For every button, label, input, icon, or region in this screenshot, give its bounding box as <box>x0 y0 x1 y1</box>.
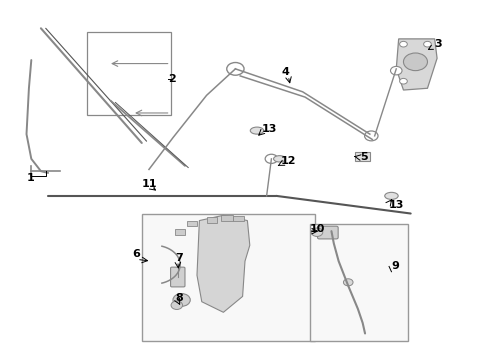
Text: 11: 11 <box>142 179 157 189</box>
Text: 13: 13 <box>389 200 404 210</box>
Text: 3: 3 <box>428 39 442 49</box>
Bar <box>87 32 171 115</box>
Bar <box>233 216 244 221</box>
Text: 1: 1 <box>26 173 34 183</box>
Text: 8: 8 <box>175 293 183 303</box>
Bar <box>355 152 370 161</box>
Ellipse shape <box>250 127 264 134</box>
Circle shape <box>311 228 323 237</box>
Bar <box>310 224 408 341</box>
Text: 12: 12 <box>281 156 296 166</box>
Text: 7: 7 <box>175 253 183 262</box>
Circle shape <box>265 154 278 163</box>
Circle shape <box>171 301 183 310</box>
Text: 4: 4 <box>281 67 289 77</box>
Bar <box>221 215 233 221</box>
Text: 9: 9 <box>392 261 399 271</box>
Circle shape <box>227 63 244 75</box>
FancyBboxPatch shape <box>171 267 185 287</box>
Bar <box>207 217 217 224</box>
Circle shape <box>400 78 407 84</box>
Text: 2: 2 <box>168 75 176 85</box>
Text: 10: 10 <box>310 224 325 234</box>
Bar <box>187 221 197 226</box>
Polygon shape <box>197 215 250 312</box>
Bar <box>142 213 315 341</box>
Circle shape <box>391 66 402 75</box>
Circle shape <box>424 41 431 47</box>
Bar <box>175 229 185 235</box>
Ellipse shape <box>273 156 286 162</box>
Circle shape <box>343 279 353 286</box>
Circle shape <box>173 294 190 306</box>
Text: 5: 5 <box>360 152 368 162</box>
Circle shape <box>403 53 427 71</box>
Ellipse shape <box>385 192 398 199</box>
Polygon shape <box>396 39 437 90</box>
Text: 13: 13 <box>262 124 277 134</box>
FancyBboxPatch shape <box>318 226 338 239</box>
Text: 6: 6 <box>132 249 140 259</box>
Circle shape <box>400 41 407 47</box>
Circle shape <box>365 131 378 141</box>
